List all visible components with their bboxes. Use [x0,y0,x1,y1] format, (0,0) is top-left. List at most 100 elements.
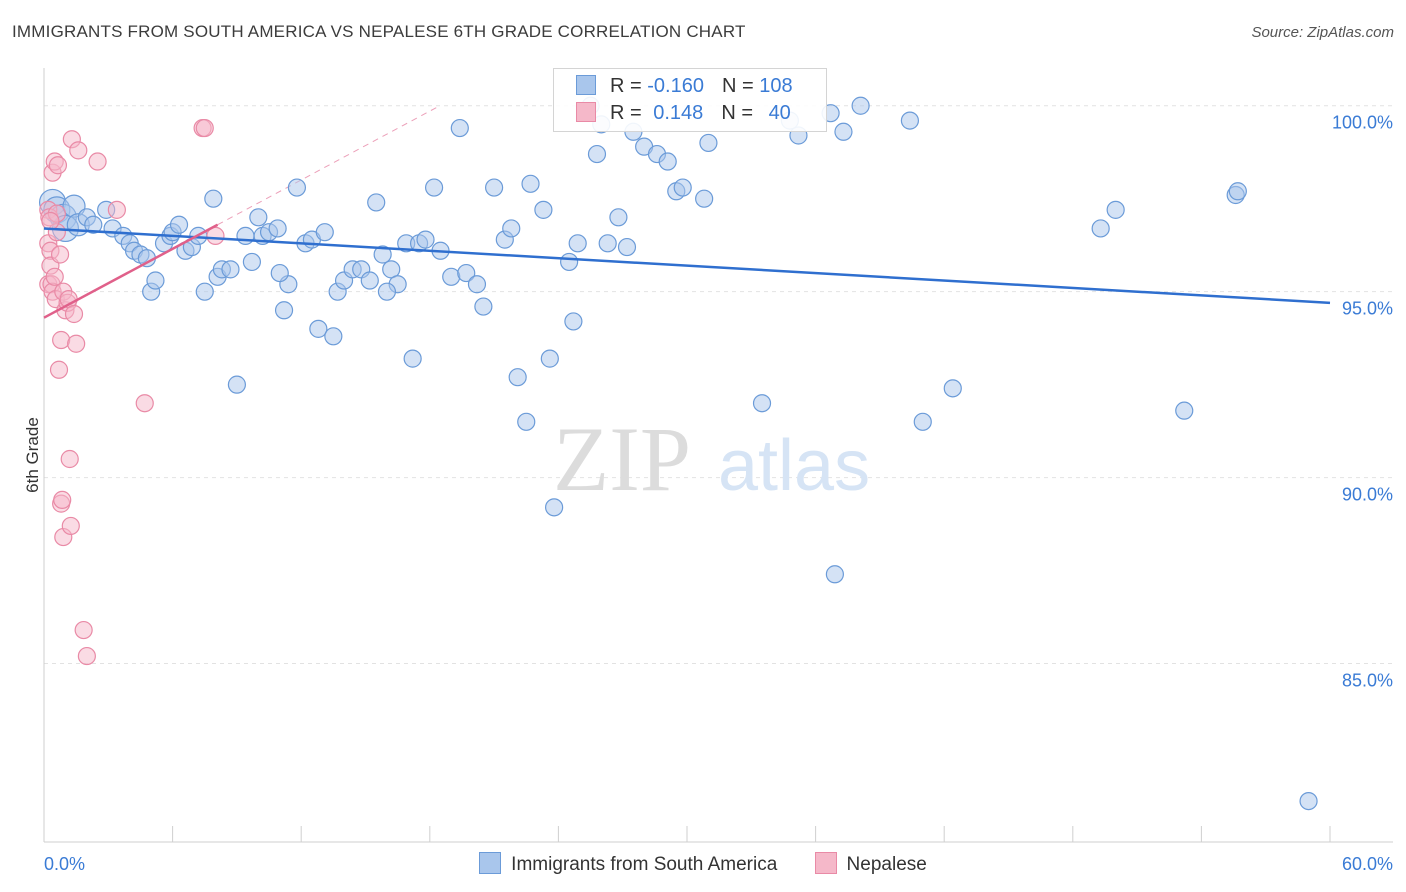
trend-line-pink [43,223,219,319]
data-point [67,334,86,353]
trend-extension-pink [217,105,441,226]
legend-n-label: N = [721,102,759,124]
pink-points [39,118,225,666]
data-point [474,297,493,316]
y-axis-title: 6th Grade [23,417,42,493]
y-tick-label: 95.0% [1342,299,1393,319]
data-point [834,122,853,141]
watermark-zip: ZIP [553,408,691,510]
legend-row-pink: R = 0.148 N = 40 [576,102,791,126]
data-point [416,230,435,249]
data-point [900,111,920,130]
legend-r-value-blue: -0.160 [647,75,704,97]
data-point [221,260,240,279]
data-point [752,394,772,413]
data-point [195,282,214,301]
data-point [324,327,343,346]
data-point [52,330,71,350]
data-point [77,646,96,666]
data-point [309,319,328,338]
data-point [467,275,487,294]
data-point [1091,219,1110,238]
y-axis-labels: 100.0% 95.0% 90.0% 85.0% [1332,113,1393,691]
data-point [74,620,93,640]
data-point [107,200,126,219]
data-point [502,219,521,238]
data-point [617,237,637,257]
legend-swatch-blue [479,852,502,874]
data-point [84,215,103,234]
source-label: Source: ZipAtlas.com [1251,24,1394,41]
data-point [1299,791,1318,811]
data-point [534,200,553,219]
gridlines [44,105,1393,665]
legend-n-value-pink: 40 [768,102,791,124]
watermark-atlas: atlas [718,426,870,506]
data-point [564,312,583,331]
data-point [609,208,628,227]
legend-n-label: N = [721,75,760,97]
data-point [367,193,386,212]
data-point [315,223,334,242]
data-point [146,271,165,290]
data-point [41,211,60,231]
data-point [88,152,107,171]
legend-swatch-pink [814,852,837,874]
x-tick-label-max: 60.0% [1342,854,1393,874]
legend-swatch-blue [576,75,596,95]
watermark: ZIP atlas [553,408,870,510]
data-point [658,152,677,171]
y-tick-label: 90.0% [1342,485,1393,505]
data-point [851,96,870,115]
data-point [521,174,540,193]
data-point [825,565,844,584]
data-point [360,271,379,290]
data-point [204,189,223,208]
y-tick-label: 100.0% [1332,113,1393,133]
data-point [287,178,307,197]
data-point [403,349,422,368]
data-point [587,144,607,164]
data-point [943,379,962,398]
data-point [442,267,461,286]
legend-r-label: R = [610,75,648,97]
data-point [568,234,587,253]
data-point [373,245,392,264]
data-point [227,375,246,394]
data-point [135,394,154,413]
legend-item-south-america[interactable]: Immigrants from South America [479,852,777,876]
data-point [695,189,714,208]
legend-r-value-pink: 0.148 [653,102,704,124]
data-point [377,282,397,301]
data-point [206,226,225,245]
trend-lines [43,223,1331,319]
data-point [540,349,559,368]
data-point [1228,182,1247,201]
data-point [508,368,527,387]
data-point [236,226,255,245]
data-point [598,234,617,253]
legend-r-label: R = [610,102,648,124]
trend-line-blue [43,227,1331,305]
data-point [242,252,262,272]
legend-n-value-blue: 108 [759,75,793,97]
data-point [274,301,294,320]
data-point [268,219,287,238]
data-point [61,516,80,536]
data-point [53,490,72,510]
data-point [195,118,214,138]
data-point [45,267,64,286]
legend-row-blue: R = -0.160 N = 108 [576,75,793,99]
data-point [457,263,476,283]
legend-label-south-america: Immigrants from South America [511,854,778,875]
data-point [169,215,189,234]
stats-legend: R = -0.160 N = 108 R = 0.148 N = 40 [553,68,827,132]
data-point [50,245,70,264]
data-point [48,156,68,175]
pink-trend-extension [217,105,441,226]
data-point [545,498,564,517]
data-point [424,178,444,197]
legend-swatch-pink [576,102,596,122]
legend-item-nepalese[interactable]: Nepalese [814,852,927,876]
